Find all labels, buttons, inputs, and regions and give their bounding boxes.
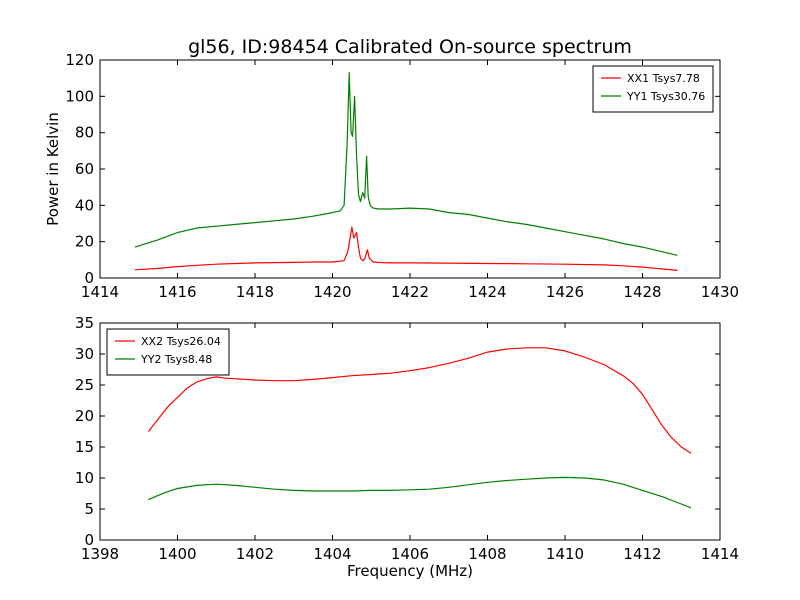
x-tick-label: 1414	[701, 545, 739, 563]
legend: XX2 Tsys26.04 YY2 Tsys8.48	[106, 328, 230, 376]
x-tick-label: 1414	[81, 283, 119, 301]
y-tick-label: 15	[75, 438, 94, 456]
series-line-yy1	[134, 72, 678, 256]
x-tick-label: 1416	[158, 283, 196, 301]
legend-entry: XX2 Tsys26.04	[141, 335, 221, 348]
y-tick-label: 120	[65, 51, 94, 69]
x-tick-label: 1410	[546, 545, 584, 563]
x-tick-label: 1398	[81, 545, 119, 563]
series-line-xx2	[147, 347, 692, 454]
y-tick-label: 20	[75, 233, 94, 251]
y-tick-label: 35	[75, 314, 94, 332]
y-axis-label: Power in Kelvin	[44, 112, 62, 226]
y-tick-label: 10	[75, 469, 94, 487]
y-tick-label: 5	[84, 500, 94, 518]
legend-entry: YY2 Tsys8.48	[140, 353, 212, 366]
x-tick-label: 1428	[623, 283, 661, 301]
y-tick-label: 0	[84, 269, 94, 287]
x-tick-label: 1426	[546, 283, 584, 301]
x-tick-label: 1406	[391, 545, 429, 563]
x-tick-label: 1420	[313, 283, 351, 301]
y-tick-label: 0	[84, 531, 94, 549]
legend-entry: XX1 Tsys7.78	[627, 72, 700, 85]
legend: XX1 Tsys7.78 YY1 Tsys30.76	[592, 65, 714, 113]
series-line-yy2	[148, 476, 692, 509]
y-tick-label: 80	[75, 124, 94, 142]
x-tick-label: 1402	[236, 545, 274, 563]
x-tick-label: 1408	[468, 545, 506, 563]
x-tick-label: 1404	[313, 545, 351, 563]
x-tick-label: 1400	[158, 545, 196, 563]
x-tick-label: 1424	[468, 283, 506, 301]
x-tick-label: 1430	[701, 283, 739, 301]
y-tick-label: 25	[75, 376, 94, 394]
x-tick-label: 1422	[391, 283, 429, 301]
y-tick-label: 30	[75, 345, 94, 363]
y-tick-label: 20	[75, 407, 94, 425]
bottom-spectrum-panel: 1398 1400 1402 1404 1406 1408 1410 1412 1414 0 5 10…	[75, 314, 739, 580]
series-line-xx1	[134, 226, 678, 271]
x-tick-label: 1418	[236, 283, 274, 301]
legend-box	[592, 65, 714, 113]
legend-entry: YY1 Tsys30.76	[626, 90, 705, 103]
x-axis-label: Frequency (MHz)	[347, 562, 473, 580]
y-tick-label: 60	[75, 160, 94, 178]
legend-box	[106, 328, 230, 376]
y-tick-label: 40	[75, 196, 94, 214]
top-spectrum-panel: 1414 1416 1418 1420 1422 1424 1426 1428 1430 0 20 4…	[44, 51, 739, 301]
chart-title: gl56, ID:98454 Calibrated On-source spec…	[188, 36, 632, 58]
y-tick-label: 100	[65, 87, 94, 105]
x-tick-label: 1412	[623, 545, 661, 563]
